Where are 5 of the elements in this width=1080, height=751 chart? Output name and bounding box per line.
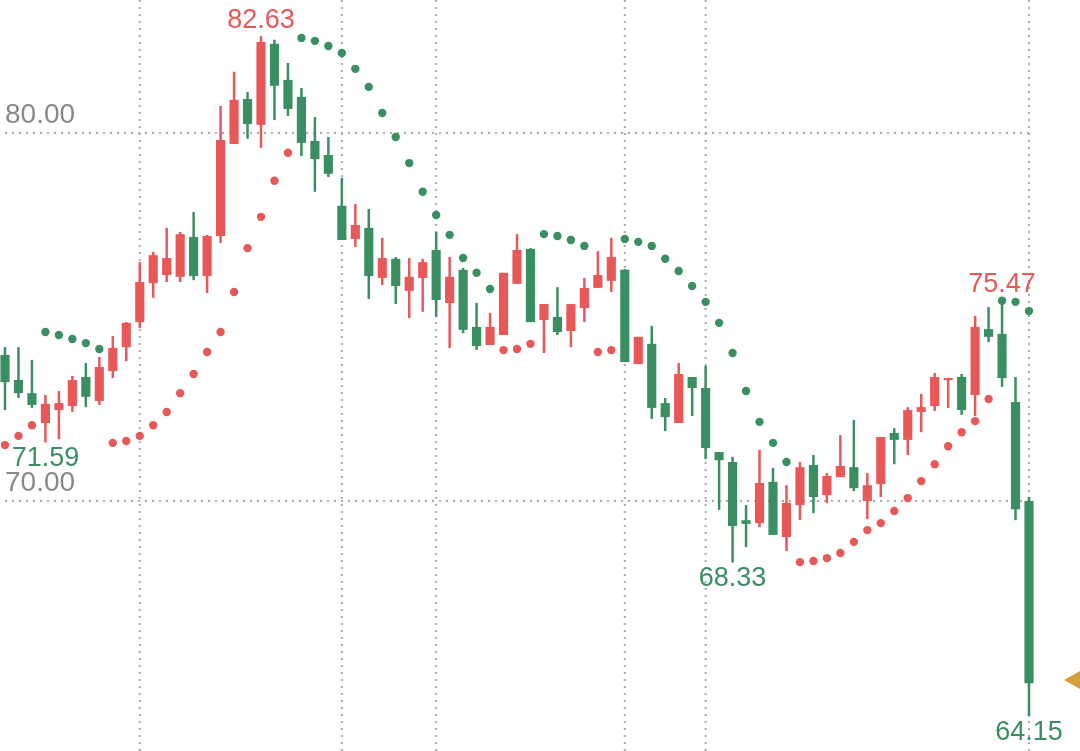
annotation: 64.15 (995, 716, 1063, 747)
y-tick-label: 80.00 (5, 97, 76, 129)
annotation: 68.33 (698, 562, 767, 593)
annotation: 82.63 (227, 4, 295, 35)
annotation: 75.47 (968, 267, 1036, 298)
